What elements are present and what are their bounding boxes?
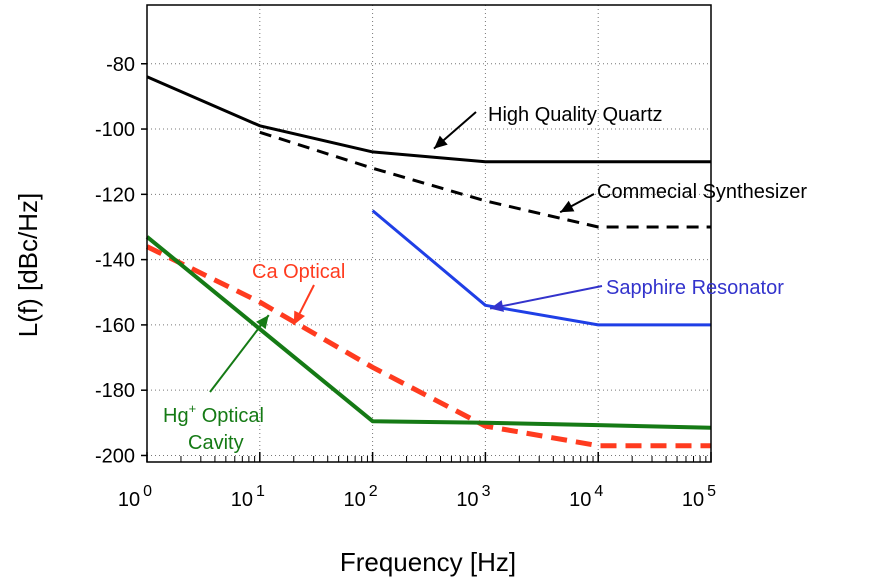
annotation-hg-optical-text: Optical	[196, 405, 264, 427]
plot-frame	[146, 4, 712, 463]
x-tick-base: 10	[344, 489, 366, 511]
series-line-1	[259, 130, 711, 229]
y-tick-label: -200	[95, 445, 135, 467]
x-tick-exponent: 5	[707, 483, 716, 500]
annotation-hg-optical: Hg+ Optical	[163, 401, 264, 427]
y-tick-label: -160	[95, 315, 135, 337]
series-line-2	[371, 209, 711, 327]
y-axis-title: L(f) [dBc/Hz]	[13, 193, 43, 337]
annotation-arrow-head	[293, 310, 305, 325]
x-axis-title: Frequency [Hz]	[340, 547, 516, 577]
annotation-arrow-line	[209, 314, 270, 393]
x-tick-label: 10 3	[456, 483, 490, 511]
annotation-arrow-head	[256, 315, 269, 330]
series-line-0	[146, 75, 711, 164]
x-tick-label: 10 4	[569, 483, 603, 511]
x-tick-exponent: 1	[256, 483, 265, 500]
annotation-hg-superscript: +	[189, 401, 197, 416]
annotations: High Quality Quartz Commecial Synthesize…	[163, 104, 807, 454]
annotation-commercial-synthesizer: Commecial Synthesizer	[597, 181, 807, 203]
x-tick-exponent: 4	[594, 483, 603, 500]
series-line-3	[145, 244, 711, 449]
grid	[146, 5, 712, 462]
x-tick-base: 10	[682, 489, 704, 511]
y-tick-label: -120	[95, 184, 135, 206]
series-group	[145, 75, 712, 449]
x-tick-base: 10	[569, 489, 591, 511]
y-tick-label: -180	[95, 380, 135, 402]
annotation-ca-optical: Ca Optical	[252, 261, 345, 283]
x-tick-base: 10	[456, 489, 478, 511]
annotation-sapphire-resonator: Sapphire Resonator	[606, 277, 784, 299]
y-axis-ticks: -80 -100 -120 -140 -160 -180 -200	[95, 54, 147, 467]
x-tick-label: 10 1	[231, 483, 265, 511]
x-tick-base: 10	[231, 489, 253, 511]
x-tick-label: 10 2	[344, 483, 378, 511]
x-tick-exponent: 0	[143, 483, 152, 500]
annotation-arrow-head	[490, 300, 504, 312]
annotation-high-quality-quartz: High Quality Quartz	[488, 104, 663, 126]
annotation-arrows	[209, 111, 603, 393]
annotation-arrow-line	[489, 285, 603, 310]
y-tick-label: -80	[106, 54, 135, 76]
series-line-4	[145, 235, 712, 430]
x-tick-label: 10 5	[682, 483, 716, 511]
annotation-cavity: Cavity	[188, 432, 244, 454]
y-tick-label: -140	[95, 250, 135, 272]
annotation-arrow-head	[560, 200, 575, 213]
y-tick-label: -100	[95, 119, 135, 141]
x-tick-label: 10 0	[118, 483, 152, 511]
x-tick-exponent: 2	[369, 483, 378, 500]
x-tick-base: 10	[118, 489, 140, 511]
x-axis-ticks: 10 0 10 1 10 2 10 3 10 4 10 5	[118, 452, 716, 511]
x-tick-exponent: 3	[482, 483, 491, 500]
annotation-arrow-head	[434, 135, 448, 149]
annotation-hg-text: Hg	[163, 405, 189, 427]
